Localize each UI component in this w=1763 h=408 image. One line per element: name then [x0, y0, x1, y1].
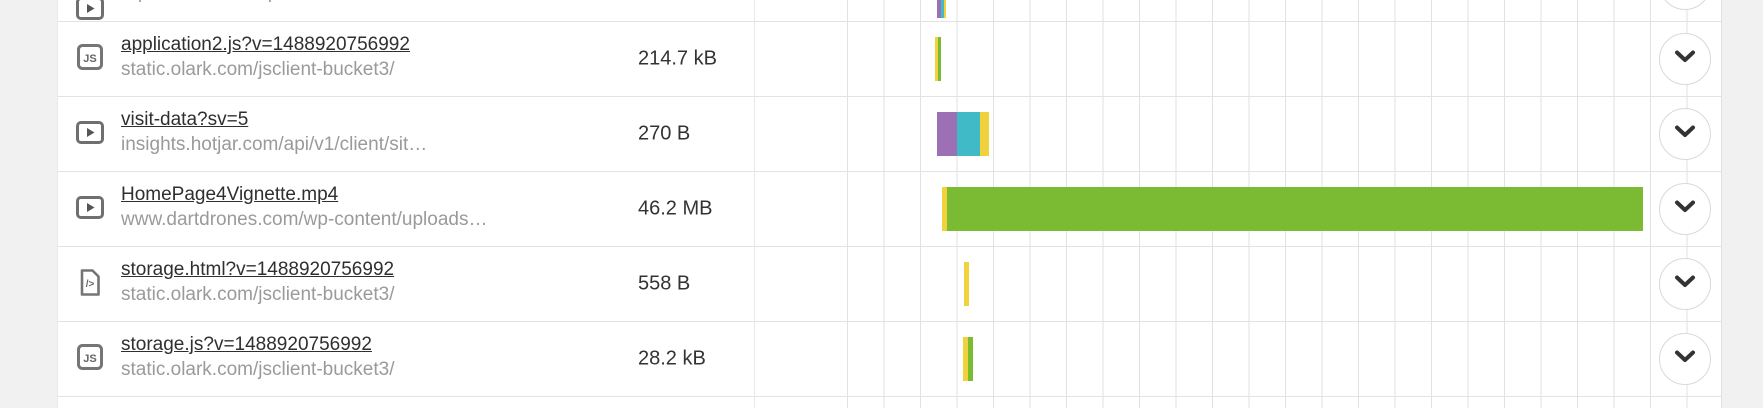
media-resource-icon	[76, 120, 104, 144]
waterfall-bar	[964, 262, 969, 306]
html-file-icon: />	[76, 268, 104, 296]
request-url: static.olark.com/jsclient-bucket3/	[121, 284, 395, 305]
js-file-icon: JS	[76, 44, 104, 70]
svg-text:JS: JS	[83, 53, 96, 65]
waterfall-segment-green	[938, 37, 941, 81]
expand-row-button[interactable]	[1659, 33, 1711, 85]
request-name-link[interactable]: storage.html?v=1488920756992	[121, 259, 395, 280]
request-size: 558 B	[638, 272, 691, 295]
expand-row-button[interactable]	[1659, 333, 1711, 385]
request-url: www.dartdrones.com/wp-content/uploads…	[121, 209, 488, 230]
waterfall-segment-yellow	[935, 37, 938, 81]
chevron-down-icon	[1674, 125, 1696, 143]
chevron-down-icon	[1674, 350, 1696, 368]
js-file-icon: JS	[76, 344, 104, 370]
request-name-link[interactable]: storage.js?v=1488920756992	[121, 334, 372, 355]
request-url: insights.hotjar.com/api/v1/client/sit…	[121, 134, 428, 155]
table-row[interactable]: JS storage.js?v=1488920756992 static.ola…	[58, 322, 1721, 397]
size-column-separator	[754, 0, 755, 408]
chevron-down-icon	[1674, 50, 1696, 68]
expand-row-button[interactable]	[1659, 183, 1711, 235]
request-url: static.olark.com/jsclient-bucket3/	[121, 359, 395, 380]
media-resource-icon	[76, 195, 104, 219]
waterfall-segment-green	[946, 187, 1643, 231]
waterfall-bar	[935, 37, 941, 81]
waterfall-segment-teal	[957, 112, 980, 156]
request-size: 28.2 kB	[638, 347, 706, 370]
svg-text:/>: />	[86, 279, 95, 290]
request-name-link[interactable]: visit-data?sv=5	[121, 109, 249, 130]
waterfall-segment-yellow	[980, 112, 989, 156]
request-name-link[interactable]: application2.js?v=1488920756992	[121, 34, 410, 55]
request-size: 270 B	[638, 122, 691, 145]
waterfall-segment-purple	[937, 0, 941, 18]
expand-row-button[interactable]	[1659, 258, 1711, 310]
waterfall-bar	[942, 187, 1643, 231]
table-row[interactable]: JS application2.js?v=1488920756992 stati…	[58, 22, 1721, 97]
waterfall-segment-green	[968, 337, 973, 381]
waterfall-segment-yellow	[943, 0, 946, 18]
waterfall-segment-purple	[937, 112, 957, 156]
chevron-down-icon	[1674, 200, 1696, 218]
svg-text:JS: JS	[83, 353, 96, 365]
request-size: 46.2 MB	[638, 197, 713, 220]
request-size: 214.7 kB	[638, 47, 717, 70]
waterfall-bar	[937, 112, 989, 156]
request-rows: hrpc.olark.com/hrpc/ JS application2.js?…	[58, 0, 1721, 408]
request-url: static.olark.com/jsclient-bucket3/	[121, 59, 395, 80]
waterfall-bar	[963, 337, 973, 381]
request-list-panel: hrpc.olark.com/hrpc/ JS application2.js?…	[57, 0, 1722, 408]
waterfall-segment-yellow	[964, 262, 969, 306]
chevron-down-icon	[1674, 275, 1696, 293]
media-resource-icon	[76, 0, 104, 20]
request-url: hrpc.olark.com/hrpc/	[121, 0, 293, 5]
expand-row-button[interactable]	[1659, 108, 1711, 160]
waterfall-bar	[937, 0, 946, 18]
waterfall-segment-teal	[941, 0, 944, 18]
table-row[interactable]: visit-data?sv=5 insights.hotjar.com/api/…	[58, 97, 1721, 172]
waterfall-segment-yellow	[963, 337, 968, 381]
request-name-link[interactable]: HomePage4Vignette.mp4	[121, 184, 339, 205]
waterfall-segment-yellow	[942, 187, 947, 231]
